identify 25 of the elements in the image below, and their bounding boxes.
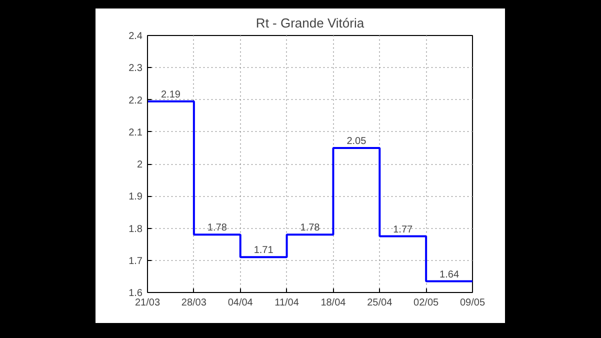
chart-title: Rt - Grande Vitória [256,16,365,30]
x-tick-label: 25/04 [367,298,393,308]
data-label: 1.77 [393,224,414,236]
data-label: 2.05 [346,136,367,147]
y-tick-label: 2.3 [128,63,143,74]
y-tick-label: 2.1 [128,127,143,138]
data-label: 1.71 [254,245,274,256]
x-tick-label: 18/04 [320,298,346,308]
x-tick-label: 02/05 [414,298,440,308]
y-tick-label: 1.7 [128,256,143,267]
y-tick-label: 2.2 [128,95,143,106]
y-tick-label: 2.4 [128,31,143,42]
data-label: 1.78 [207,222,228,234]
x-tick-label: 09/05 [460,298,486,308]
y-tick-label: 1.6 [128,288,143,299]
data-label: 2.19 [160,89,181,100]
x-tick-label: 11/04 [274,298,300,308]
y-tick-label: 1.9 [128,192,143,203]
x-tick-label: 04/04 [228,298,254,308]
x-tick-label: 21/03 [134,298,160,308]
y-tick-label: 2 [136,160,143,170]
x-tick-label: 28/03 [181,298,207,308]
data-label: 1.78 [300,222,320,234]
y-tick-label: 1.8 [128,224,143,235]
data-label: 1.64 [440,269,460,280]
